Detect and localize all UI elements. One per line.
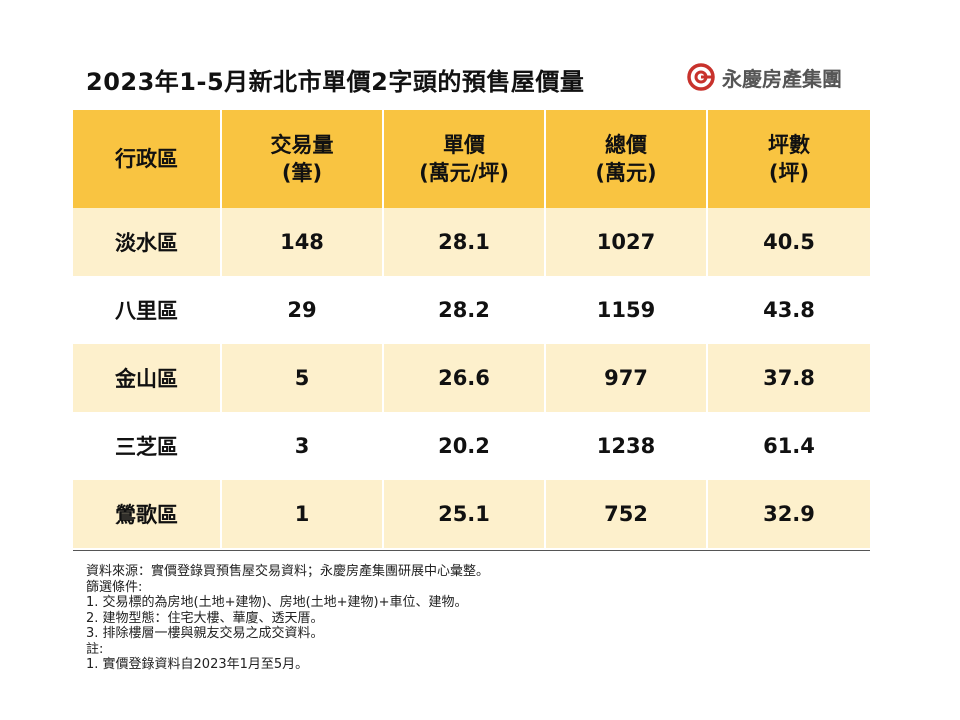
table-cell: 1159	[546, 276, 708, 344]
header-cell: 交易量 (筆)	[222, 110, 384, 208]
table-cell: 三芝區	[73, 412, 222, 480]
note-line: 1. 交易標的為房地(土地+建物)、房地(土地+建物)+車位、建物。	[86, 595, 468, 610]
logo: 永慶房產集團	[686, 62, 842, 92]
header-text: (萬元/坪)	[419, 161, 509, 185]
header-text: 單價	[443, 133, 485, 157]
header-text: 交易量	[270, 133, 334, 157]
header-text: (筆)	[281, 161, 323, 185]
header-cell: 單價 (萬元/坪)	[384, 110, 546, 208]
table-cell: 20.2	[384, 412, 546, 480]
title: 2023年1-5月新北市單價2字頭的預售屋價量	[86, 68, 585, 96]
note-line: 篩選條件:	[86, 579, 143, 595]
table-cell: 八里區	[73, 276, 222, 344]
table-cell: 3	[222, 412, 384, 480]
table-cell: 40.5	[708, 208, 870, 276]
notes: 資料來源：實價登錄買預售屋交易資料；永慶房產集團研展中心彙整。 篩選條件: 1. 交…	[86, 564, 489, 673]
table-cell: 1238	[546, 412, 708, 480]
note-line: 1. 實價登錄資料自2023年1月至5月。	[86, 657, 309, 672]
header-cell: 坪數 (坪)	[708, 110, 870, 208]
table-cell: 26.6	[384, 344, 546, 412]
note-line: 資料來源：實價登錄買預售屋交易資料；永慶房產集團研展中心彙整。	[86, 564, 490, 579]
table-cell: 1	[222, 480, 384, 548]
note-line: 註:	[86, 641, 104, 657]
header-text: 坪數	[768, 133, 810, 157]
table-cell: 43.8	[708, 276, 870, 344]
table-cell: 金山區	[73, 344, 222, 412]
table-cell: 37.8	[708, 344, 870, 412]
header-text: 行政區	[115, 147, 178, 171]
table-cell: 鶯歌區	[73, 480, 222, 548]
table: 行政區 交易量 (筆) 單價 (萬元/坪) 總價 (萬元) 坪數 (坪) 淡水區 148 28.1 10…	[73, 110, 870, 551]
logo-icon	[687, 63, 715, 91]
table-cell: 148	[222, 208, 384, 276]
note-line: 3. 排除樓層一樓與親友交易之成交資料。	[86, 626, 324, 641]
header-cell: 總價 (萬元)	[546, 110, 708, 208]
header-text: (坪)	[768, 161, 810, 185]
note-line: 2. 建物型態：住宅大樓、華廈、透天厝。	[86, 610, 324, 626]
table-cell: 61.4	[708, 412, 870, 480]
header-cell: 行政區	[73, 110, 222, 208]
table-cell: 32.9	[708, 480, 870, 548]
table-cell: 5	[222, 344, 384, 412]
table-cell: 752	[546, 480, 708, 548]
table-cell: 977	[546, 344, 708, 412]
table-cell: 淡水區	[73, 208, 222, 276]
header-text: 總價	[605, 133, 647, 157]
table-cell: 29	[222, 276, 384, 344]
table-cell: 1027	[546, 208, 708, 276]
table-cell: 28.2	[384, 276, 546, 344]
table-cell: 28.1	[384, 208, 546, 276]
table-cell: 25.1	[384, 480, 546, 548]
header-text: (萬元)	[595, 161, 657, 185]
logo-text: 永慶房產集團	[722, 66, 842, 91]
